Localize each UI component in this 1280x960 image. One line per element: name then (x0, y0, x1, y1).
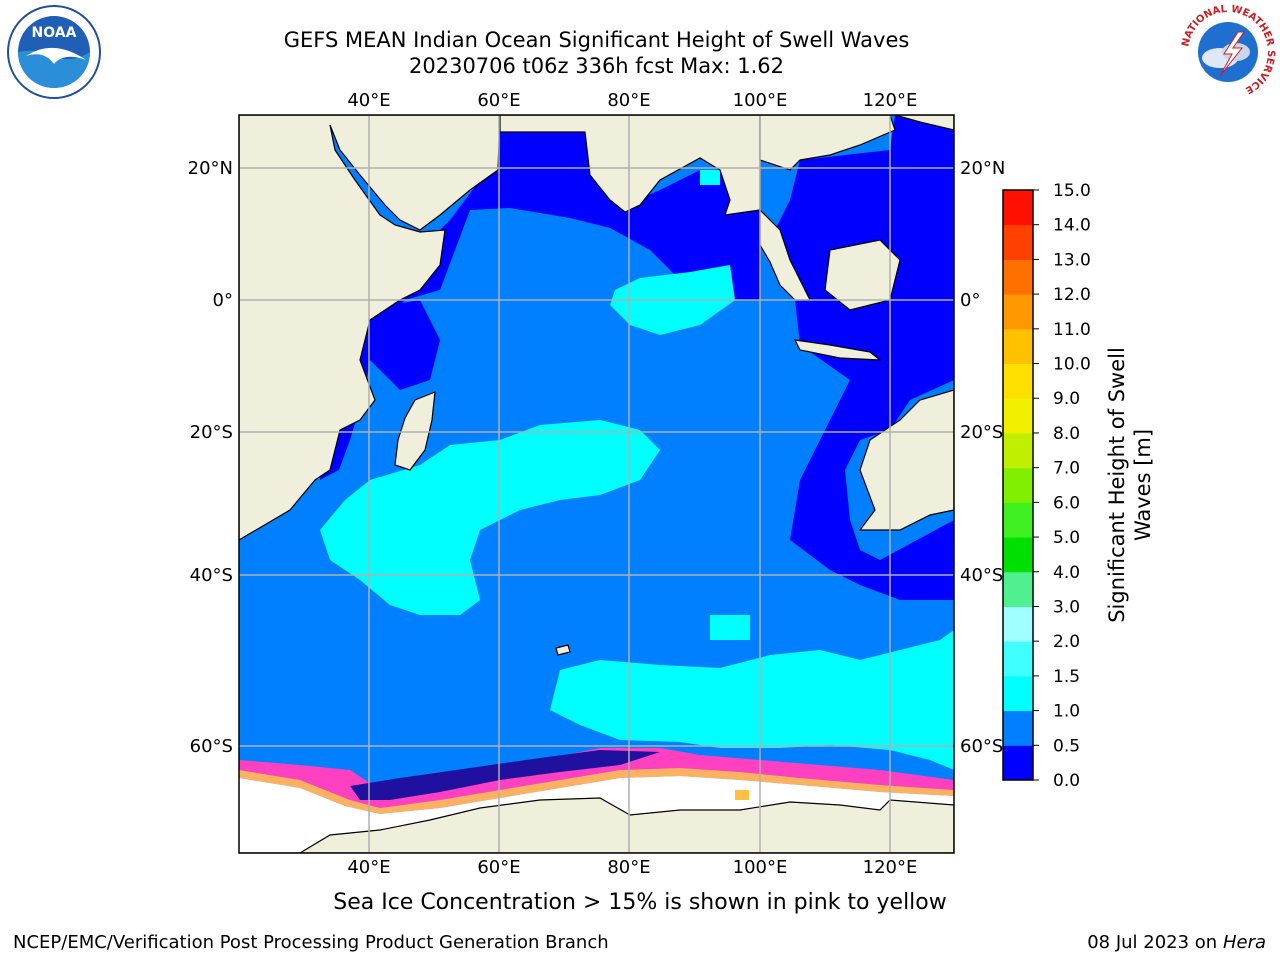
colorbar-tick-label: 1.0 (1053, 702, 1080, 722)
colorbar-segment (1003, 398, 1033, 434)
colorbar-label: Waves [m] (1131, 429, 1155, 541)
colorbar-segment (1003, 537, 1033, 573)
lon-tick-top: 60°E (477, 90, 520, 111)
lat-tick-right: 40°S (960, 565, 1003, 586)
footer-credit: NCEP/EMC/Verification Post Processing Pr… (13, 932, 609, 953)
colorbar-segment (1003, 675, 1033, 712)
lon-tick-top: 100°E (733, 90, 788, 111)
lon-tick-top: 120°E (863, 90, 918, 111)
colorbar-tick-label: 13.0 (1053, 250, 1091, 270)
colorbar-segment (1003, 294, 1033, 330)
lon-tick-bottom: 100°E (733, 857, 788, 878)
map-frame (238, 114, 955, 854)
lat-tick-left: 20°N (188, 158, 233, 179)
colorbar-segment (1003, 502, 1033, 538)
colorbar-tick-label: 9.0 (1053, 389, 1080, 409)
lat-tick-left: 0° (213, 290, 233, 311)
colorbar-frame (1002, 189, 1034, 781)
colorbar-segment (1003, 328, 1033, 365)
moderate-swell-zones (320, 265, 954, 770)
colorbar-tick-label: 6.0 (1053, 493, 1080, 513)
footer-date: 08 Jul 2023 on Hera (1087, 932, 1266, 953)
colorbar: 0.0 0.5 1.0 1.5 2.0 3.0 4.0 5.0 6.0 7.0 8.0 9.0 10.0… (1002, 181, 1091, 791)
graticule (239, 115, 954, 853)
sea-ice-edge (239, 748, 954, 814)
colorbar-tick-label: 5.0 (1053, 528, 1080, 548)
nws-logo: NATIONAL WEATHER SERVICE (1178, 2, 1278, 102)
noaa-logo-text: NOAA (32, 25, 77, 41)
lat-tick-left: 20°S (190, 422, 233, 443)
lat-tick-right: 60°S (960, 736, 1003, 757)
colorbar-tick-label: 0.5 (1053, 736, 1080, 756)
colorbar-segment (1003, 259, 1033, 295)
lon-tick-top: 40°E (347, 90, 390, 111)
lat-tick-right: 0° (960, 290, 980, 311)
forecast-subtitle: 20230706 t06z 336h fcst Max: 1.62 (409, 54, 784, 78)
sea-ice-caption: Sea Ice Concentration > 15% is shown in … (333, 890, 947, 915)
lon-tick-bottom: 40°E (347, 857, 390, 878)
noaa-logo: NOAA (6, 4, 102, 100)
lon-tick-top: 80°E (607, 90, 650, 111)
colorbar-segment (1003, 363, 1033, 399)
colorbar-tick-label: 1.5 (1053, 667, 1080, 687)
colorbar-segment (1003, 745, 1033, 781)
colorbar-segment (1003, 224, 1033, 260)
colorbar-tick-label: 15.0 (1053, 181, 1091, 201)
colorbar-tick-label: 4.0 (1053, 563, 1080, 583)
colorbar-tick-label: 3.0 (1053, 597, 1080, 617)
land-masses (239, 115, 954, 853)
lon-tick-bottom: 120°E (863, 857, 918, 878)
colorbar-segment (1003, 190, 1033, 226)
colorbar-tick-label: 2.0 (1053, 632, 1080, 652)
colorbar-tick-label: 12.0 (1053, 285, 1091, 305)
lat-tick-right: 20°S (960, 422, 1003, 443)
colorbar-tick-label: 0.0 (1053, 771, 1080, 791)
colorbar-tick-label: 11.0 (1053, 320, 1091, 340)
footer-date-text: 08 Jul 2023 on (1087, 932, 1223, 953)
page-title: GEFS MEAN Indian Ocean Significant Heigh… (283, 28, 910, 52)
colorbar-segment (1003, 571, 1033, 607)
colorbar-segment (1003, 432, 1033, 469)
colorbar-tick-label: 14.0 (1053, 216, 1091, 236)
colorbar-tick-label: 7.0 (1053, 459, 1080, 479)
lat-tick-left: 60°S (190, 736, 233, 757)
colorbar-segment (1003, 641, 1033, 677)
colorbar-tick-label: 8.0 (1053, 424, 1080, 444)
colorbar-tick-label: 10.0 (1053, 355, 1091, 375)
lat-tick-right: 20°N (960, 158, 1005, 179)
colorbar-segment (1003, 467, 1033, 503)
footer-host: Hera (1222, 932, 1266, 953)
lon-tick-bottom: 80°E (607, 857, 650, 878)
lon-tick-bottom: 60°E (477, 857, 520, 878)
lat-tick-left: 40°S (190, 565, 233, 586)
colorbar-segment (1003, 606, 1033, 642)
colorbar-segment (1003, 710, 1033, 746)
colorbar-label: Significant Height of Swell (1105, 347, 1129, 623)
